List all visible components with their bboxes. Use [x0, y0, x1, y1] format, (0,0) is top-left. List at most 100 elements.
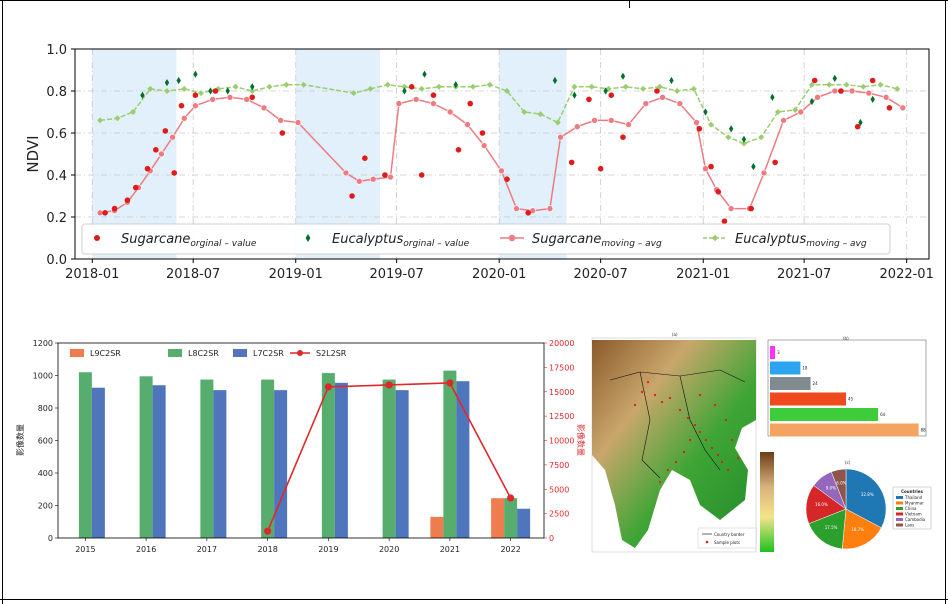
sugarcane-point [869, 77, 876, 84]
eucalyptus-avg-point [792, 106, 799, 113]
sugarcane-point [886, 105, 893, 111]
eucalyptus-point [250, 83, 255, 91]
bar-ytick-label: 0 [48, 534, 53, 543]
pie-legend-swatch-3 [896, 512, 903, 516]
eucalyptus-avg-point [640, 85, 647, 92]
sugarcane-point [144, 165, 151, 172]
eucalyptus-avg-point [249, 88, 256, 94]
sample-plot-dot [698, 430, 702, 434]
sugarcane-point [696, 126, 703, 132]
sugarcane-point [178, 102, 185, 109]
sample-plot-dot [640, 390, 644, 394]
sugarcane-point [597, 165, 604, 172]
sugarcane-avg-point [513, 205, 520, 212]
sugarcane-avg-point [676, 100, 684, 107]
eucalyptus-point [552, 76, 558, 85]
hbar-value-2: 24 [813, 381, 819, 386]
sugarcane-point [408, 84, 415, 90]
pie-slice-value-2: 17.5% [825, 525, 838, 530]
country-pie: (c) 32.8% 18.7% 17.5% 16.0% 9.0%6.0% Countri… [805, 460, 932, 550]
eucalyptus-avg-point [504, 88, 511, 94]
sugarcane-avg-point [369, 175, 377, 183]
eucalyptus-avg-point [877, 81, 884, 88]
sample-plot-dot [646, 380, 650, 384]
bar-ytick-label: 800 [38, 404, 53, 413]
bar-L7C2SR-2021 [456, 381, 470, 538]
s2-point [324, 383, 332, 391]
sugarcane-point [153, 147, 159, 153]
legend-swatch-0 [94, 235, 100, 241]
eucalyptus-avg-point [554, 119, 561, 126]
elevation-colorbar [760, 452, 774, 552]
sugarcane-point [249, 94, 256, 101]
sugarcane-avg-point [625, 121, 632, 128]
ndvi-x-ticks: 2018-01 2018-07 2019-01 2019-07 2020-01 2020-… [65, 259, 934, 282]
sugarcane-point [772, 159, 778, 166]
country-border-2 [639, 371, 661, 479]
bar-legend-swatch-2 [233, 349, 247, 357]
bar-xtick-label: 2019 [318, 545, 338, 554]
eucalyptus-point [728, 125, 734, 133]
sugarcane-avg-point [607, 117, 615, 124]
eucalyptus-avg-point [674, 88, 681, 94]
sugarcane-point [430, 92, 437, 98]
sugarcane-avg-point [498, 167, 505, 175]
eucalyptus-point [193, 70, 198, 78]
eucalyptus-point [176, 76, 181, 85]
sugarcane-avg-point [446, 108, 454, 116]
bar-y2-label: 影像数量 [576, 424, 586, 456]
eucalyptus-avg-point [622, 83, 629, 90]
eucalyptus-avg-point [708, 121, 715, 128]
pie-legend-swatch-4 [896, 518, 903, 521]
sugarcane-point [467, 100, 474, 107]
ndvi-y-label: NDVI [24, 135, 42, 172]
bar-y2tick-label: 5000 [549, 485, 569, 494]
bar-L7C2SR-2016 [152, 385, 166, 538]
bar-L8C2SR-2017 [200, 379, 214, 538]
pie-slice-value-5: 6.0% [836, 481, 846, 486]
eucalyptus-avg-point [350, 90, 357, 97]
eucalyptus-avg-point [384, 81, 391, 88]
sample-plot-dot [658, 480, 662, 484]
eucalyptus-avg-point [843, 81, 850, 88]
ndvi-ytick-label: 1.0 [46, 43, 67, 58]
sugarcane-point [362, 155, 368, 161]
sugarcane-avg-point [642, 100, 650, 107]
pie-legend-swatch-5 [896, 523, 903, 527]
sugarcane-point [568, 159, 575, 166]
bar-L9C2SR-2021 [430, 516, 444, 538]
ndvi-ytick-label: 0.2 [46, 211, 67, 226]
sugarcane-point [721, 218, 728, 224]
eucalyptus-point [770, 93, 775, 101]
sugarcane-avg-point [848, 87, 856, 95]
eucalyptus-avg-point [774, 109, 781, 115]
legend-swatch-1 [305, 234, 311, 242]
frame-notch [629, 0, 630, 8]
pie-slice-5 [830, 468, 847, 510]
bar-xtick-label: 2018 [257, 545, 277, 554]
hbar-panel-label: (b) [843, 336, 849, 341]
bar-legend-label-3: S2L2SR [316, 349, 347, 358]
eucalyptus-avg-point [436, 83, 443, 90]
legend-swatch-2 [508, 234, 516, 242]
eucalyptus-point [669, 76, 674, 85]
sugarcane-point [708, 163, 714, 170]
bar-ytick-label: 200 [38, 502, 53, 511]
pie-slice-value-1: 18.7% [851, 527, 864, 532]
sugarcane-avg-point [760, 169, 768, 177]
series-line-3 [100, 83, 898, 145]
bar-y2tick-label: 2500 [549, 510, 569, 519]
sugarcane-point [111, 205, 118, 212]
bar-xtick-label: 2020 [379, 545, 399, 554]
sample-plot-dot [678, 408, 682, 412]
eucalyptus-avg-point [418, 85, 425, 92]
sugarcane-point [608, 92, 615, 98]
sugarcane-point [132, 184, 139, 191]
bar-y2tick-label: 20000 [549, 339, 574, 348]
eucalyptus-avg-point [860, 83, 867, 90]
legend-label-1: Eucalyptusorginal – value [332, 232, 470, 249]
eucalyptus-avg-point [129, 109, 136, 115]
land-mass [592, 340, 756, 548]
sugarcane-avg-point [573, 123, 581, 130]
ndvi-legend-box [81, 223, 891, 255]
